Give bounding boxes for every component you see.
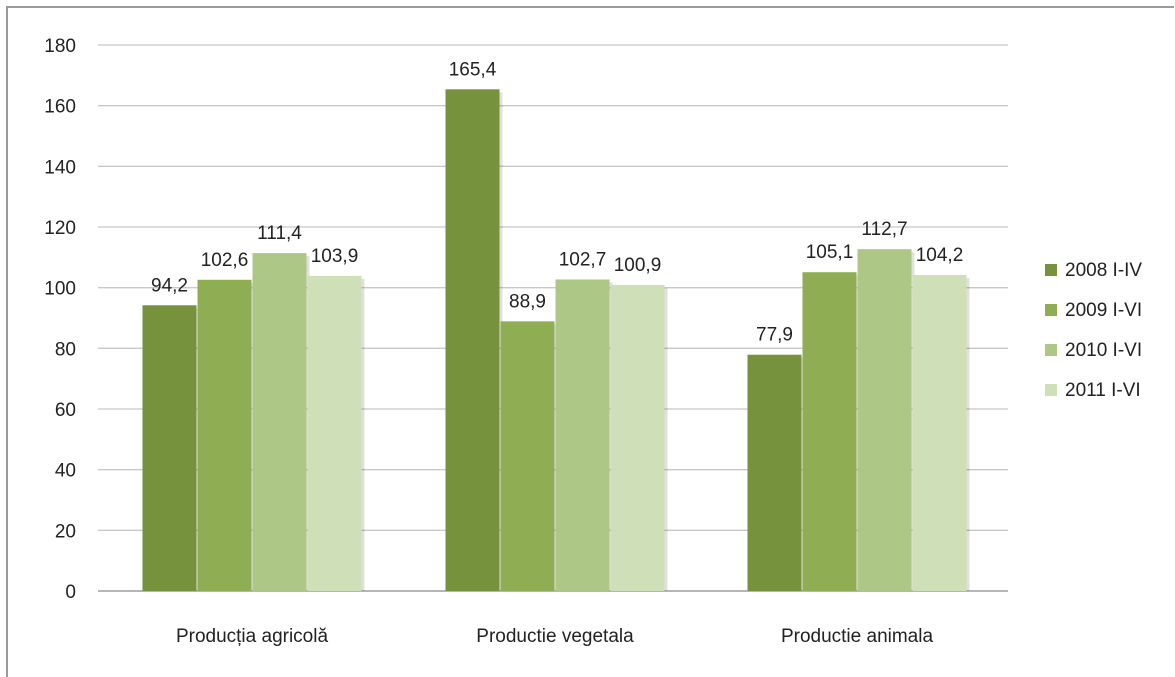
y-tick-label: 140 <box>44 157 76 178</box>
data-label: 77,9 <box>756 325 793 346</box>
legend: 2008 I-IV 2009 I-VI 2010 I-VI 2011 I-VI <box>1045 260 1142 401</box>
legend-label: 2008 I-IV <box>1065 260 1142 281</box>
legend-label: 2010 I-VI <box>1065 340 1142 361</box>
y-tick-label: 60 <box>55 400 76 421</box>
data-label: 102,7 <box>559 249 607 270</box>
y-axis: 0 20 40 60 80 100 120 140 160 180 <box>44 36 76 603</box>
data-label: 111,4 <box>257 223 302 244</box>
y-tick-label: 0 <box>65 582 76 603</box>
data-label: 88,9 <box>509 291 546 312</box>
y-tick-label: 120 <box>44 218 76 239</box>
x-tick-label: Productie animala <box>781 626 934 647</box>
data-label: 112,7 <box>861 219 907 240</box>
legend-swatch <box>1045 384 1057 396</box>
legend-label: 2011 I-VI <box>1065 380 1141 401</box>
bar <box>252 253 307 591</box>
bar <box>555 279 610 591</box>
legend-swatch <box>1045 304 1057 316</box>
data-label: 94,2 <box>151 275 188 296</box>
bar <box>747 354 802 591</box>
bar <box>197 279 252 591</box>
bar <box>307 275 362 591</box>
data-label: 104,2 <box>916 245 964 266</box>
x-tick-label: Producția agricolă <box>176 626 329 647</box>
y-tick-label: 40 <box>55 461 76 482</box>
chart-frame <box>6 6 1174 677</box>
bar <box>500 321 555 591</box>
bar <box>912 274 967 591</box>
bar <box>610 284 665 591</box>
x-tick-label: Productie vegetala <box>476 626 634 647</box>
data-label: 103,9 <box>311 246 359 267</box>
data-label: 100,9 <box>614 255 662 276</box>
legend-swatch <box>1045 344 1057 356</box>
data-label: 165,4 <box>449 59 497 80</box>
bar <box>445 89 500 591</box>
data-label: 102,6 <box>201 250 249 271</box>
legend-label: 2009 I-VI <box>1065 300 1142 321</box>
data-label: 105,1 <box>806 242 854 263</box>
x-axis: Producția agricolă Productie vegetala Prod… <box>176 626 934 647</box>
bar <box>142 305 197 591</box>
bar <box>802 272 857 591</box>
bars <box>142 89 970 592</box>
y-tick-label: 180 <box>44 36 76 57</box>
y-tick-label: 160 <box>44 97 76 118</box>
y-tick-label: 80 <box>55 339 76 360</box>
legend-swatch <box>1045 264 1057 276</box>
y-tick-label: 100 <box>44 279 76 300</box>
y-tick-label: 20 <box>55 521 76 542</box>
data-labels: 94,2 102,6 111,4 103,9 165,4 88,9 102,7 100,9 77… <box>151 59 963 345</box>
bar <box>857 249 912 592</box>
